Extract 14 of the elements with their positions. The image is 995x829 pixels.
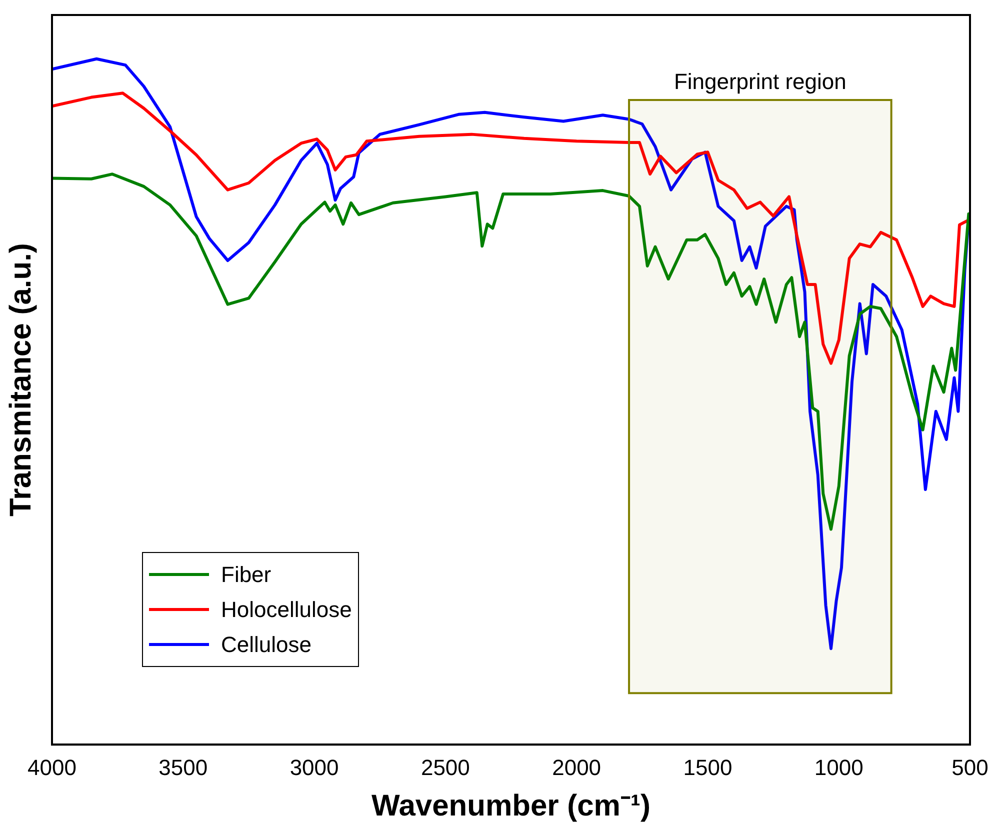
x-tick-label: 2500 (420, 754, 470, 780)
x-tick-label: 2000 (552, 754, 602, 780)
x-tick-label: 3000 (290, 754, 339, 780)
legend-label: Fiber (221, 562, 272, 588)
legend-label: Holocellulose (221, 596, 352, 622)
x-axis-title: Wavenumber (cm⁻¹) (372, 789, 650, 822)
x-tick-label: 1000 (814, 754, 864, 780)
x-tick-label: 500 (952, 754, 988, 780)
x-tick-label: 4000 (28, 754, 76, 780)
x-tick-label: 3500 (158, 754, 208, 780)
x-tick-label: 1500 (683, 754, 732, 780)
legend-label: Cellulose (221, 632, 312, 658)
band-label: Fingerprint region (674, 69, 846, 94)
y-axis-title: Transmitance (a.u.) (4, 243, 38, 517)
